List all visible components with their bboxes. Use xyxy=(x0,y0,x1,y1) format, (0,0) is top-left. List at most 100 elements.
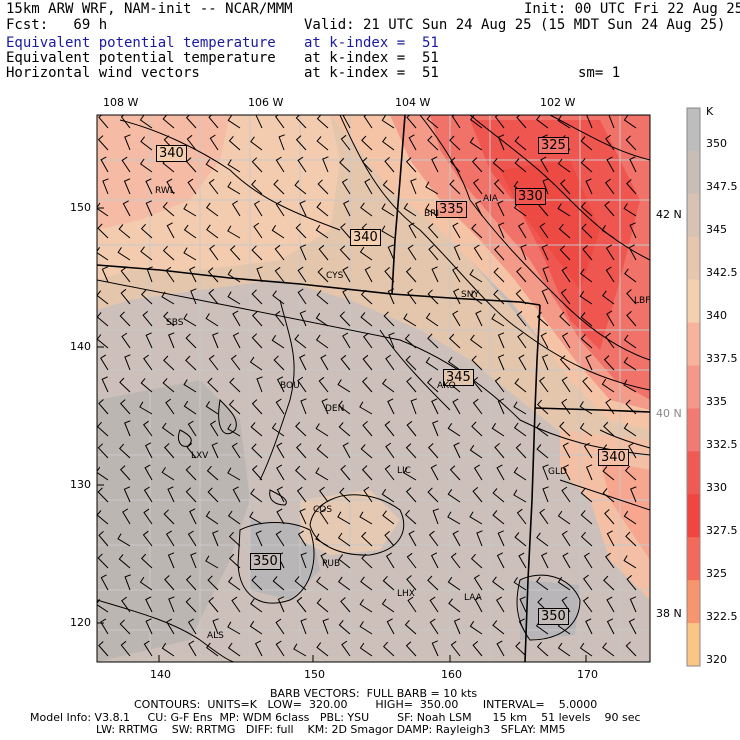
wind-barb xyxy=(407,596,417,613)
wind-barb xyxy=(536,115,549,129)
colorbar-level-label: 320 xyxy=(706,652,727,666)
wind-barb xyxy=(407,288,417,305)
wind-barb xyxy=(497,398,505,415)
wind-barb xyxy=(623,510,637,525)
colorbar-level-label: 335 xyxy=(706,395,727,408)
wind-barb xyxy=(139,576,153,591)
wind-barb xyxy=(473,464,483,481)
wind-barb xyxy=(472,641,483,657)
wind-barb xyxy=(294,465,307,481)
wind-barb xyxy=(359,401,373,415)
wind-barb xyxy=(320,552,329,569)
wind-barbs xyxy=(97,115,637,657)
wind-barb xyxy=(388,332,395,349)
wind-barb xyxy=(557,510,571,525)
wind-barb xyxy=(447,576,461,591)
wind-barb xyxy=(209,134,219,151)
wind-barb xyxy=(256,266,263,283)
wind-barb xyxy=(382,510,395,525)
wind-barb xyxy=(315,467,329,481)
wind-barb xyxy=(316,444,329,459)
wind-barb xyxy=(185,597,197,613)
wind-barb xyxy=(251,443,263,459)
wind-barb xyxy=(161,422,175,437)
wind-barb xyxy=(539,222,549,239)
wind-barb xyxy=(320,354,329,371)
wind-barb xyxy=(448,333,461,349)
wind-barb xyxy=(338,400,351,415)
wind-barb xyxy=(273,355,285,371)
wind-barb xyxy=(427,575,439,591)
wind-barb xyxy=(207,575,219,591)
wind-barb xyxy=(429,618,439,635)
wind-barb xyxy=(275,398,285,415)
wind-barb xyxy=(540,332,549,349)
wind-barb xyxy=(604,552,615,569)
wind-barb xyxy=(98,399,109,415)
wind-barb xyxy=(271,422,285,437)
wind-barb xyxy=(118,224,131,239)
wind-barb xyxy=(605,244,615,261)
wind-barb xyxy=(601,378,615,393)
wind-barb xyxy=(316,642,329,657)
wind-barb xyxy=(383,311,395,327)
wind-barb xyxy=(249,511,263,525)
station-label: GLD xyxy=(548,467,567,477)
wind-barb xyxy=(250,136,263,151)
colorbar-unit: K xyxy=(706,105,714,118)
wind-barb xyxy=(120,266,131,283)
wind-barb xyxy=(514,136,527,151)
wind-barb xyxy=(205,159,219,173)
wind-barb xyxy=(426,377,439,393)
wind-barb xyxy=(623,422,637,437)
colorbar-level-label: 342.5 xyxy=(706,266,738,280)
wind-barb xyxy=(251,465,263,481)
wind-barb xyxy=(161,467,175,481)
wind-barb xyxy=(316,290,329,305)
wind-barb xyxy=(558,223,571,239)
wind-barb xyxy=(535,576,549,591)
station-label: COS xyxy=(313,505,333,515)
wind-barb xyxy=(561,530,571,547)
wind-barb xyxy=(316,598,329,613)
wind-barb xyxy=(515,443,527,459)
wind-barb xyxy=(580,136,593,151)
wind-barb xyxy=(275,115,285,129)
wind-barb xyxy=(427,223,439,239)
wind-barb xyxy=(602,290,615,305)
wind-barb xyxy=(359,511,373,525)
wind-barb xyxy=(146,266,153,283)
wind-barb xyxy=(315,423,329,437)
lon-label-102w: 102 W xyxy=(540,96,576,109)
wind-barb xyxy=(296,486,307,503)
wind-barb xyxy=(297,266,307,283)
wind-barb xyxy=(120,288,131,305)
wind-barb xyxy=(183,224,197,239)
wind-barb xyxy=(338,554,351,569)
wind-barb xyxy=(602,488,615,503)
wind-barb xyxy=(516,508,527,525)
wind-barb xyxy=(185,575,197,591)
colorbar-swatch xyxy=(687,494,700,538)
wind-barb xyxy=(317,267,329,283)
wind-barb xyxy=(453,244,461,261)
station-label: LBF xyxy=(634,296,651,306)
wind-barb xyxy=(124,134,131,151)
wind-barb xyxy=(406,420,417,437)
wind-barb xyxy=(142,420,153,437)
wind-barb xyxy=(255,530,263,547)
wind-barb xyxy=(338,576,351,591)
wind-barb xyxy=(518,552,527,569)
wind-barb xyxy=(471,355,483,371)
station-label: BOU xyxy=(280,381,300,391)
wind-barb xyxy=(450,640,461,657)
wind-barb xyxy=(561,376,571,393)
colorbar-level-label: 350 xyxy=(706,137,727,151)
wind-barb xyxy=(410,178,417,195)
wind-barb xyxy=(143,508,153,525)
wind-barb xyxy=(623,379,637,393)
wind-barb xyxy=(496,640,505,657)
field1-name: Equivalent potential temperature xyxy=(6,35,276,51)
wind-barb xyxy=(453,442,461,459)
station-label: PUB xyxy=(322,559,341,569)
